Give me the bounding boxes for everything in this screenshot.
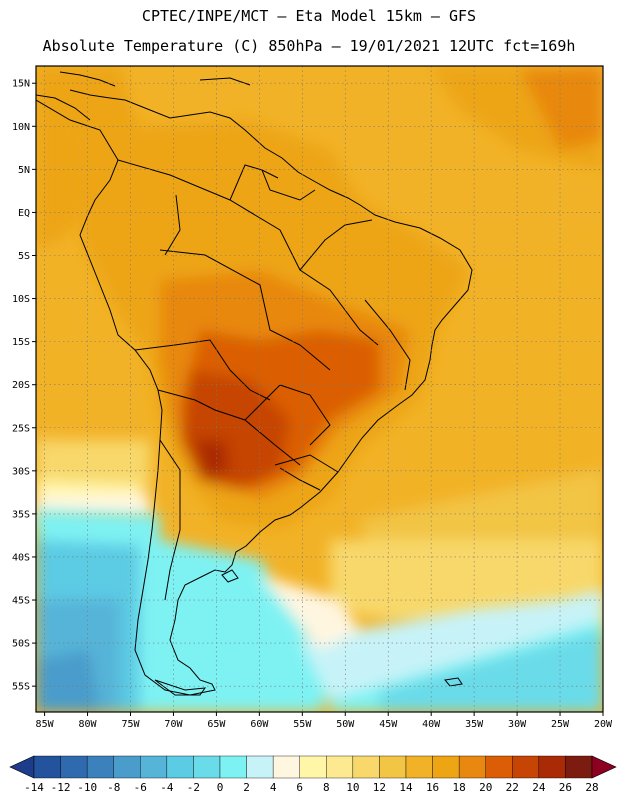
lon-tick-label: 50W — [336, 719, 355, 730]
colorbar-swatch — [512, 755, 540, 779]
colorbar-level-label: 24 — [532, 781, 546, 794]
colorbar-swatch — [299, 755, 327, 779]
colorbar-level-label: 10 — [346, 781, 359, 794]
lat-tick-label: 55S — [12, 682, 30, 693]
lat-tick-label: 5S — [18, 251, 30, 262]
colorbar-swatch — [538, 755, 566, 779]
lon-tick-label: 30W — [508, 719, 527, 730]
lon-tick-label: 35W — [465, 719, 484, 730]
lat-tick-label: 20S — [12, 380, 30, 391]
colorbar-swatch — [113, 755, 141, 779]
colorbar-swatch — [86, 755, 114, 779]
lat-tick-label: 50S — [12, 639, 30, 650]
colorbar-level-label: -12 — [51, 781, 71, 794]
colorbar-swatch — [405, 755, 433, 779]
lat-tick-label: 10S — [12, 294, 30, 305]
lat-tick-label: 10N — [12, 122, 30, 133]
colorbar-underflow-arrow — [9, 755, 35, 779]
colorbar-level-label: -2 — [187, 781, 200, 794]
lon-tick-label: 25W — [551, 719, 570, 730]
temperature-colorbar: -14 -12 -10 -8 -6 -4 -2 0 2 4 6 8 10 12 14 16 18 20 22 24 26… — [9, 755, 617, 794]
colorbar-swatch — [352, 755, 380, 779]
lat-tick-label: 35S — [12, 509, 30, 520]
colorbar-swatch — [272, 755, 300, 779]
colorbar-swatch — [140, 755, 168, 779]
colorbar-swatch — [219, 755, 247, 779]
coastlines — [36, 71, 473, 696]
lon-tick-label: 85W — [36, 719, 55, 730]
lon-tick-label: 80W — [79, 719, 98, 730]
lat-tick-label: 45S — [12, 596, 30, 607]
lon-tick-label: 60W — [250, 719, 269, 730]
lat-tick-label: 40S — [12, 552, 30, 563]
colorbar-overflow-arrow — [591, 755, 617, 779]
colorbar-level-label: -10 — [77, 781, 97, 794]
graticule — [36, 66, 603, 712]
map-frame — [35, 65, 604, 713]
lon-tick-label: 55W — [293, 719, 312, 730]
colorbar-level-label: -4 — [160, 781, 174, 794]
temperature-field — [36, 66, 603, 712]
colorbar-level-label: 18 — [453, 781, 466, 794]
lon-tick-label: 75W — [121, 719, 140, 730]
colorbar-swatch — [193, 755, 221, 779]
colorbar-level-label: 2 — [243, 781, 250, 794]
lat-tick-label: 15S — [12, 337, 30, 348]
lon-tick-label: 70W — [164, 719, 183, 730]
colorbar-level-label: 8 — [323, 781, 330, 794]
colorbar-level-label: -6 — [134, 781, 147, 794]
lat-tick-label: 30S — [12, 466, 30, 477]
colorbar-swatch — [60, 755, 88, 779]
colorbar-swatch — [458, 755, 486, 779]
title-line-2: Absolute Temperature (C) 850hPa – 19/01/… — [43, 37, 576, 55]
colorbar-level-label: 14 — [399, 781, 413, 794]
lon-tick-label: 20W — [594, 719, 613, 730]
colorbar-level-label: 20 — [479, 781, 492, 794]
colorbar-level-label: -8 — [107, 781, 120, 794]
colorbar-swatch — [485, 755, 513, 779]
colorbar-swatch — [565, 755, 593, 779]
colorbar-swatch — [166, 755, 194, 779]
colorbar-level-label: 26 — [559, 781, 572, 794]
colorbar-swatch — [326, 755, 354, 779]
lat-tick-label: 25S — [12, 423, 30, 434]
colorbar-level-label: -14 — [24, 781, 44, 794]
colorbar-level-label: 16 — [426, 781, 439, 794]
lat-tick-label: 15N — [12, 79, 30, 90]
lon-tick-label: 65W — [207, 719, 226, 730]
longitude-axis: 85W 80W 75W 70W 65W 60W 55W 50W 45W 40W 35W 30W 25W 2… — [36, 712, 613, 730]
colorbar-swatch — [432, 755, 460, 779]
colorbar-swatch — [379, 755, 407, 779]
colorbar-swatch — [246, 755, 274, 779]
latitude-axis: 15N 10N 5N EQ 5S 10S 15S 20S 25S 30S 35S 40S 45S 50S 5… — [12, 79, 36, 693]
colorbar-level-label: 22 — [506, 781, 519, 794]
lat-tick-label: 5N — [18, 165, 30, 176]
colorbar-level-label: 6 — [296, 781, 303, 794]
colorbar-swatch — [33, 755, 61, 779]
lon-tick-label: 45W — [379, 719, 398, 730]
title-line-1: CPTEC/INPE/MCT – Eta Model 15km – GFS — [142, 7, 476, 25]
colorbar-level-label: 4 — [270, 781, 277, 794]
lat-tick-label: EQ — [18, 208, 30, 219]
lon-tick-label: 40W — [422, 719, 441, 730]
colorbar-level-label: 28 — [585, 781, 598, 794]
colorbar-level-label: 12 — [373, 781, 386, 794]
colorbar-level-label: 0 — [217, 781, 224, 794]
